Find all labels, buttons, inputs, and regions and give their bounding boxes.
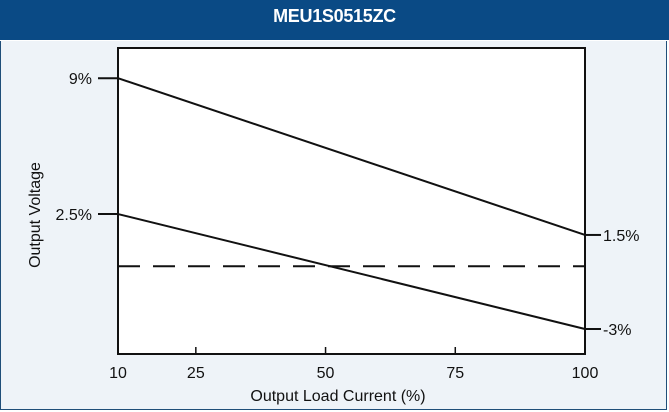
x-tick-label: 10	[109, 365, 127, 382]
x-tick-label: 100	[572, 365, 599, 382]
chart-title: MEU1S0515ZC	[273, 6, 396, 26]
plot-area	[117, 47, 586, 355]
series-line-1	[117, 77, 586, 236]
chart-header: MEU1S0515ZC	[0, 0, 669, 41]
x-tick-label: 75	[446, 365, 464, 382]
left-value-label-1: 9%	[69, 71, 92, 88]
left-value-label-2: 2.5%	[56, 207, 92, 224]
x-tick-label: 50	[317, 365, 335, 382]
x-axis-label: Output Load Current (%)	[250, 388, 425, 405]
series-line-2	[117, 213, 586, 330]
right-value-label-2: -3%	[603, 322, 631, 339]
x-tick-label: 25	[187, 365, 205, 382]
y-axis-label: Output Voltage	[27, 162, 44, 268]
right-value-label-1: 1.5%	[603, 228, 639, 245]
